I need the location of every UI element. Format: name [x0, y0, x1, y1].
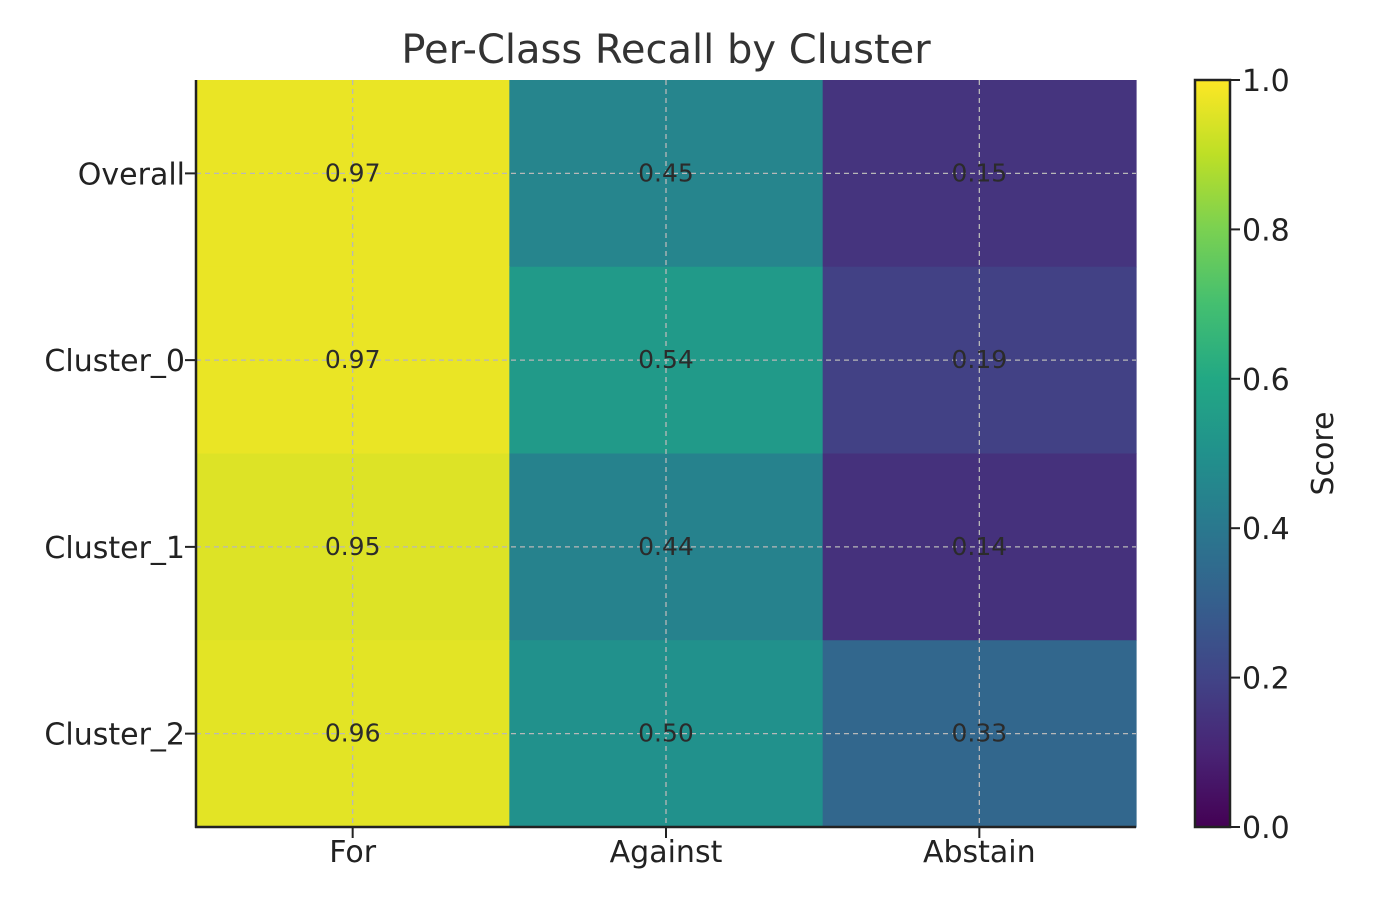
colorbar-tick-label-0: 0.0: [1242, 811, 1290, 846]
grid-lines: [196, 80, 1136, 827]
cell-value-labels: 0.97 0.45 0.15 0.97 0.54 0.19 0.95 0.44 0.14 0.96…: [325, 158, 1007, 747]
cell-value-label-r0-c0: 0.97: [325, 158, 381, 187]
colorbar: 0.0 0.2 0.4 0.6 0.8 1.0 Score: [1193, 64, 1341, 846]
cell-value-label-r0-c1: 0.45: [638, 158, 694, 187]
y-tick-label-1: Cluster_0: [44, 344, 185, 379]
cell-value-label-r3-c2: 0.33: [951, 719, 1007, 748]
cell-value-label-r1-c1: 0.54: [638, 345, 694, 374]
cell-value-label-r3-c1: 0.50: [638, 719, 694, 748]
y-tick-label-3: Cluster_2: [44, 718, 185, 753]
cell-value-label-r0-c2: 0.15: [951, 158, 1007, 187]
x-tick-label-0: For: [329, 835, 377, 870]
chart-title: Per-Class Recall by Cluster: [401, 27, 931, 73]
cell-value-label-r2-c0: 0.95: [325, 532, 381, 561]
cell-value-label-r2-c2: 0.14: [951, 532, 1007, 561]
axes: Overall Cluster_0 Cluster_1 Cluster_2 For Aga…: [44, 80, 1136, 870]
cell-value-label-r1-c2: 0.19: [951, 345, 1007, 374]
y-tick-label-0: Overall: [78, 157, 185, 192]
colorbar-tick-label-4: 0.8: [1242, 213, 1290, 248]
colorbar-tick-label-3: 0.6: [1242, 363, 1290, 398]
colorbar-frame: [1193, 78, 1232, 829]
colorbar-tick-label-1: 0.2: [1242, 662, 1290, 697]
y-tick-label-2: Cluster_1: [44, 531, 185, 566]
cell-value-label-r2-c1: 0.44: [638, 532, 694, 561]
colorbar-tick-label-2: 0.4: [1242, 512, 1290, 547]
cell-value-label-r1-c0: 0.97: [325, 345, 381, 374]
colorbar-tick-label-5: 1.0: [1242, 64, 1290, 99]
x-tick-label-1: Against: [610, 835, 723, 870]
x-tick-label-2: Abstain: [923, 835, 1036, 870]
cell-value-label-r3-c0: 0.96: [325, 719, 381, 748]
colorbar-fill: [1195, 80, 1230, 827]
colorbar-label: Score: [1306, 411, 1341, 495]
